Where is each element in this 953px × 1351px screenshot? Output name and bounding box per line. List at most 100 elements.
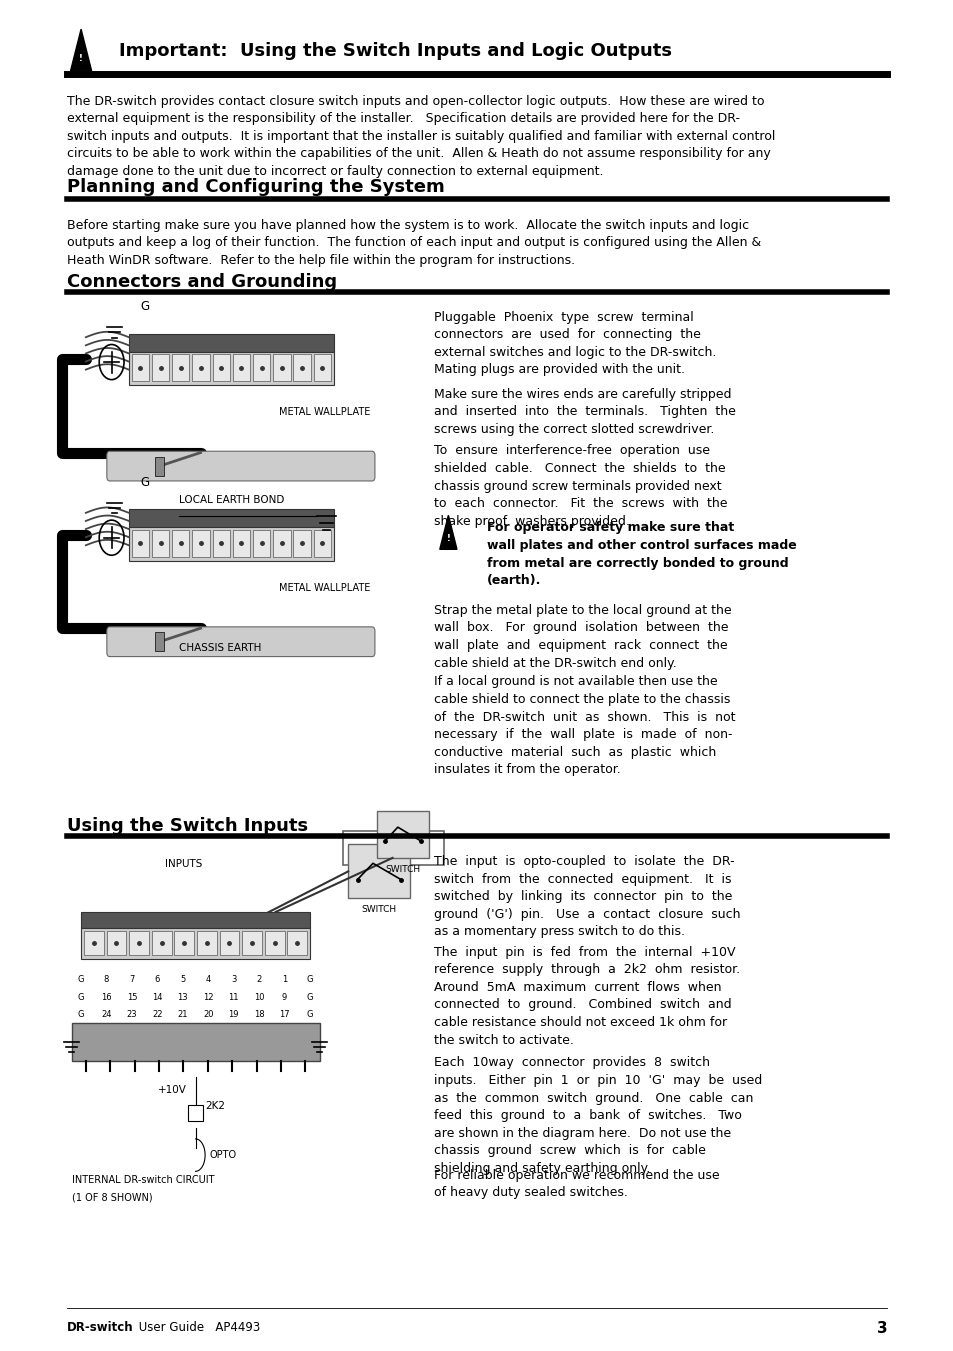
Text: SWITCH: SWITCH [361, 905, 396, 915]
Text: 9: 9 [282, 993, 287, 1001]
Text: Strap the metal plate to the local ground at the: Strap the metal plate to the local groun… [434, 604, 731, 617]
Text: G: G [140, 476, 150, 489]
Text: G: G [307, 993, 313, 1001]
FancyBboxPatch shape [129, 931, 149, 955]
Text: SWITCH: SWITCH [385, 865, 420, 874]
Text: CHASSIS EARTH: CHASSIS EARTH [178, 643, 261, 654]
Text: switch inputs and outputs.  It is important that the installer is suitably quali: switch inputs and outputs. It is importa… [67, 130, 775, 143]
Text: switched  by  linking  its  connector  pin  to  the: switched by linking its connector pin to… [434, 890, 732, 904]
Text: connectors  are  used  for  connecting  the: connectors are used for connecting the [434, 328, 700, 342]
Text: from metal are correctly bonded to ground: from metal are correctly bonded to groun… [486, 557, 787, 570]
Text: INPUTS: INPUTS [165, 859, 203, 869]
FancyBboxPatch shape [213, 354, 230, 381]
Text: necessary  if  the  wall  plate  is  made  of  non-: necessary if the wall plate is made of n… [434, 728, 732, 742]
Text: feed  this  ground  to  a  bank  of  switches.   Two: feed this ground to a bank of switches. … [434, 1109, 741, 1123]
Text: 20: 20 [203, 1011, 213, 1019]
Text: are shown in the diagram here.  Do not use the: are shown in the diagram here. Do not us… [434, 1127, 730, 1140]
FancyBboxPatch shape [273, 354, 291, 381]
Text: shielding and safety earthing only.: shielding and safety earthing only. [434, 1162, 650, 1175]
Text: INTERNAL DR-switch CIRCUIT: INTERNAL DR-switch CIRCUIT [71, 1175, 213, 1185]
Text: !: ! [79, 54, 83, 63]
FancyBboxPatch shape [253, 530, 270, 557]
FancyBboxPatch shape [233, 354, 250, 381]
Text: The  input  pin  is  fed  from  the  internal  +10V: The input pin is fed from the internal +… [434, 946, 735, 959]
Text: 1: 1 [282, 975, 287, 984]
Text: DR-switch: DR-switch [67, 1321, 133, 1335]
Text: For operator safety make sure that: For operator safety make sure that [486, 521, 733, 535]
FancyBboxPatch shape [172, 354, 190, 381]
Text: 17: 17 [279, 1011, 290, 1019]
FancyBboxPatch shape [81, 928, 310, 959]
Text: LOCAL EARTH BOND: LOCAL EARTH BOND [178, 494, 284, 505]
Text: !: ! [446, 534, 450, 543]
Text: Mating plugs are provided with the unit.: Mating plugs are provided with the unit. [434, 363, 684, 377]
Text: wall  box.   For  ground  isolation  between  the: wall box. For ground isolation between t… [434, 621, 728, 635]
Text: 4: 4 [206, 975, 211, 984]
Text: The DR-switch provides contact closure switch inputs and open-collector logic ou: The DR-switch provides contact closure s… [67, 95, 763, 108]
Text: cable resistance should not exceed 1k ohm for: cable resistance should not exceed 1k oh… [434, 1016, 726, 1029]
Text: OPTO: OPTO [210, 1150, 236, 1161]
Text: 21: 21 [177, 1011, 188, 1019]
FancyBboxPatch shape [233, 530, 250, 557]
Text: (1 OF 8 SHOWN): (1 OF 8 SHOWN) [71, 1193, 152, 1202]
Text: METAL WALLPLATE: METAL WALLPLATE [278, 407, 370, 417]
FancyBboxPatch shape [154, 632, 164, 651]
Text: cable shield to connect the plate to the chassis: cable shield to connect the plate to the… [434, 693, 730, 707]
Text: connected  to  ground.   Combined  switch  and: connected to ground. Combined switch and [434, 998, 731, 1012]
Text: switch  from  the  connected  equipment.   It  is: switch from the connected equipment. It … [434, 873, 731, 886]
Text: 22: 22 [152, 1011, 163, 1019]
FancyBboxPatch shape [314, 530, 331, 557]
Text: conductive  material  such  as  plastic  which: conductive material such as plastic whic… [434, 746, 716, 759]
Text: G: G [78, 975, 84, 984]
FancyBboxPatch shape [242, 931, 262, 955]
Text: User Guide   AP4493: User Guide AP4493 [135, 1321, 260, 1335]
FancyBboxPatch shape [294, 530, 311, 557]
Text: chassis  ground  screw  which  is  for  cable: chassis ground screw which is for cable [434, 1144, 705, 1158]
FancyBboxPatch shape [107, 931, 126, 955]
Polygon shape [439, 515, 456, 550]
Text: of  the  DR-switch  unit  as  shown.   This  is  not: of the DR-switch unit as shown. This is … [434, 711, 735, 724]
Text: 12: 12 [203, 993, 213, 1001]
Text: 24: 24 [101, 1011, 112, 1019]
FancyBboxPatch shape [197, 931, 216, 955]
Text: G: G [307, 975, 313, 984]
FancyBboxPatch shape [129, 334, 334, 351]
Text: wall plates and other control surfaces made: wall plates and other control surfaces m… [486, 539, 796, 553]
Text: 15: 15 [127, 993, 137, 1001]
Text: 19: 19 [228, 1011, 239, 1019]
Text: G: G [78, 993, 84, 1001]
Text: the switch to activate.: the switch to activate. [434, 1034, 574, 1047]
Text: 11: 11 [228, 993, 239, 1001]
FancyBboxPatch shape [152, 354, 169, 381]
Text: outputs and keep a log of their function.  The function of each input and output: outputs and keep a log of their function… [67, 236, 760, 250]
FancyBboxPatch shape [154, 457, 164, 476]
Text: as a momentary press switch to do this.: as a momentary press switch to do this. [434, 925, 684, 939]
Text: Connectors and Grounding: Connectors and Grounding [67, 273, 336, 290]
FancyBboxPatch shape [294, 354, 311, 381]
FancyBboxPatch shape [107, 451, 375, 481]
FancyBboxPatch shape [213, 530, 230, 557]
FancyBboxPatch shape [152, 530, 169, 557]
FancyBboxPatch shape [314, 354, 331, 381]
FancyBboxPatch shape [348, 844, 410, 898]
FancyBboxPatch shape [172, 530, 190, 557]
Text: The  input  is  opto-coupled  to  isolate  the  DR-: The input is opto-coupled to isolate the… [434, 855, 734, 869]
Text: to  each  connector.   Fit  the  screws  with  the: to each connector. Fit the screws with t… [434, 497, 727, 511]
Text: external equipment is the responsibility of the installer.   Specification detai: external equipment is the responsibility… [67, 112, 739, 126]
Text: screws using the correct slotted screwdriver.: screws using the correct slotted screwdr… [434, 423, 714, 436]
Text: 2: 2 [256, 975, 261, 984]
FancyBboxPatch shape [81, 912, 310, 928]
FancyBboxPatch shape [193, 354, 210, 381]
Text: 6: 6 [154, 975, 160, 984]
Polygon shape [71, 30, 91, 70]
Text: damage done to the unit due to incorrect or faulty connection to external equipm: damage done to the unit due to incorrect… [67, 165, 602, 178]
Text: Heath WinDR software.  Refer to the help file within the program for instruction: Heath WinDR software. Refer to the help … [67, 254, 575, 267]
FancyBboxPatch shape [71, 1023, 319, 1061]
FancyBboxPatch shape [219, 931, 239, 955]
FancyBboxPatch shape [193, 530, 210, 557]
Text: as  the  common  switch  ground.   One  cable  can: as the common switch ground. One cable c… [434, 1092, 753, 1105]
Text: 18: 18 [253, 1011, 264, 1019]
FancyBboxPatch shape [129, 527, 334, 561]
FancyBboxPatch shape [265, 931, 284, 955]
FancyBboxPatch shape [152, 931, 172, 955]
